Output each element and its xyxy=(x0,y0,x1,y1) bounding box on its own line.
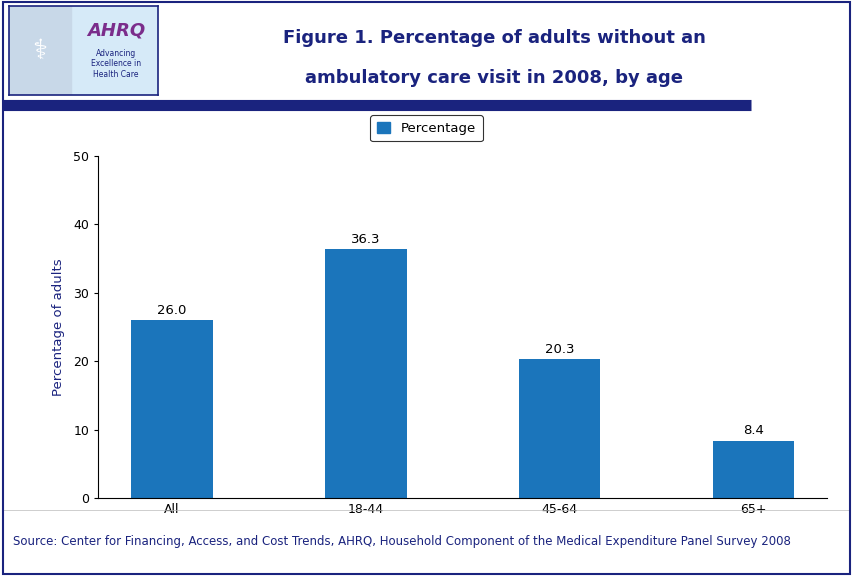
Bar xyxy=(9,6,71,95)
Bar xyxy=(131,320,212,498)
Text: 8.4: 8.4 xyxy=(742,425,763,437)
Text: ⚕: ⚕ xyxy=(32,36,48,65)
Bar xyxy=(518,359,600,498)
Text: Source: Center for Financing, Access, and Cost Trends, AHRQ, Household Component: Source: Center for Financing, Access, an… xyxy=(13,535,790,548)
Text: 36.3: 36.3 xyxy=(351,233,380,246)
Text: Figure 1. Percentage of adults without an: Figure 1. Percentage of adults without a… xyxy=(283,29,705,47)
Text: 26.0: 26.0 xyxy=(157,304,187,317)
Text: 20.3: 20.3 xyxy=(544,343,573,355)
Y-axis label: Percentage of adults: Percentage of adults xyxy=(52,258,65,396)
Legend: Percentage: Percentage xyxy=(370,115,482,141)
Text: Advancing
Excellence in
Health Care: Advancing Excellence in Health Care xyxy=(91,49,141,79)
Text: ambulatory care visit in 2008, by age: ambulatory care visit in 2008, by age xyxy=(305,70,682,88)
Text: AHRQ: AHRQ xyxy=(87,22,145,40)
Bar xyxy=(325,249,406,498)
Bar xyxy=(712,441,793,498)
